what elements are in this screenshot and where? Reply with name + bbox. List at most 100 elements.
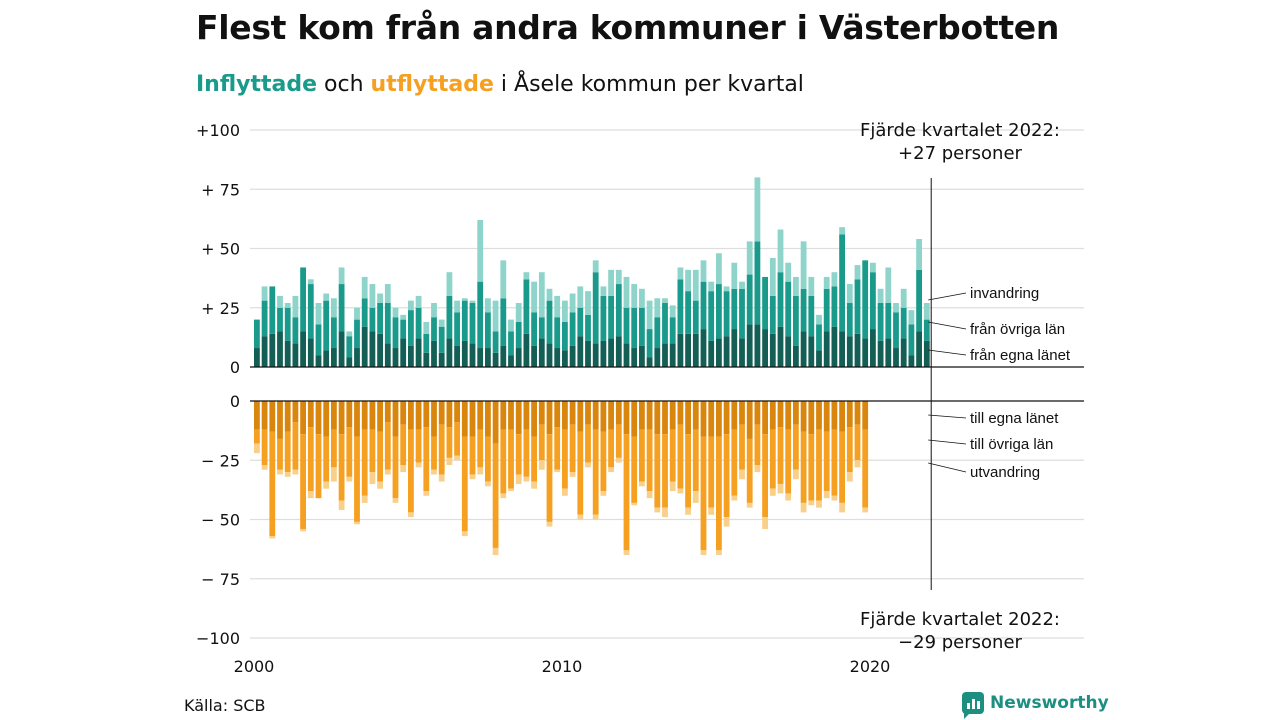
inflow-bar-other-counties: [816, 324, 822, 351]
inflow-bar-other-counties: [885, 303, 892, 339]
outflow-bar-emigration: [307, 491, 314, 499]
outflow-bar-emigration: [685, 507, 691, 515]
annotation-top-line2: +27 personer: [898, 143, 1022, 164]
outflow-bar-own-county: [377, 401, 383, 432]
series-leader-line: [928, 439, 967, 445]
outflow-bar-emigration: [331, 467, 337, 482]
outflow-bar-emigration: [554, 469, 561, 473]
inflow-bar-other-counties: [323, 300, 330, 351]
outflow-bar-other-counties: [800, 431, 807, 503]
inflow-bar-own-county: [254, 348, 260, 367]
outflow-bar-other-counties: [554, 427, 561, 470]
outflow-bar-own-county: [662, 401, 668, 435]
outflow-bar-own-county: [392, 401, 399, 437]
inflow-bar-immigration: [469, 300, 476, 304]
inflow-bar-own-county: [500, 345, 507, 367]
inflow-bar-immigration: [754, 177, 761, 242]
inflow-bar-other-counties: [408, 310, 414, 346]
outflow-bar-emigration: [515, 474, 522, 484]
outflow-bar-other-counties: [485, 436, 491, 482]
inflow-bar-own-county: [277, 331, 283, 367]
outflow-bar-own-county: [785, 401, 792, 430]
outflow-bar-own-county: [577, 401, 584, 432]
inflow-bar-other-counties: [431, 317, 437, 341]
inflow-bar-other-counties: [777, 272, 784, 327]
outflow-bar-emigration: [754, 464, 761, 473]
inflow-bar-own-county: [639, 345, 645, 367]
inflow-bar-own-county: [677, 333, 684, 367]
inflow-bar-own-county: [923, 340, 930, 367]
x-tick-label: 2010: [542, 657, 583, 676]
outflow-bar-other-counties: [754, 424, 761, 465]
inflow-bar-immigration: [746, 241, 753, 275]
inflow-bar-immigration: [900, 288, 907, 308]
inflow-bar-own-county: [585, 340, 591, 367]
inflow-bar-immigration: [431, 303, 437, 318]
outflow-bar-other-counties: [769, 429, 776, 489]
outflow-bar-emigration: [377, 481, 383, 489]
inflow-bar-own-county: [870, 329, 876, 367]
outflow-bar-other-counties: [708, 436, 715, 508]
outflow-bar-own-county: [354, 401, 360, 437]
series-label-outflow: utvandring: [970, 464, 1040, 481]
inflow-bar-own-county: [300, 331, 306, 367]
outflow-bar-other-counties: [608, 429, 614, 468]
outflow-bar-own-county: [269, 401, 276, 432]
outflow-bar-emigration: [816, 500, 822, 508]
outflow-bar-own-county: [862, 401, 869, 430]
outflow-bar-own-county: [685, 401, 691, 435]
inflow-bar-immigration: [261, 286, 268, 301]
outflow-bar-own-county: [831, 401, 838, 430]
outflow-bar-own-county: [438, 401, 445, 425]
outflow-bar-own-county: [654, 401, 661, 435]
outflow-bar-own-county: [307, 401, 314, 428]
inflow-bar-immigration: [485, 298, 491, 313]
inflow-bar-immigration: [323, 293, 330, 301]
inflow-bar-own-county: [808, 336, 815, 367]
outflow-bar-emigration: [777, 483, 784, 494]
outflow-bar-emigration: [662, 507, 668, 518]
inflow-bar-immigration: [284, 303, 291, 308]
outflow-bar-emigration: [639, 481, 645, 487]
inflow-bar-other-counties: [415, 307, 422, 339]
outflow-bar-own-county: [777, 401, 784, 428]
inflow-bar-own-county: [469, 343, 476, 367]
outflow-bar-emigration: [762, 517, 768, 529]
outflow-bar-emigration: [769, 488, 776, 496]
outflow-bar-other-counties: [854, 424, 861, 461]
outflow-bar-other-counties: [461, 436, 468, 532]
inflow-bar-other-counties: [569, 312, 576, 346]
inflow-bar-other-counties: [446, 295, 453, 339]
inflow-bar-immigration: [277, 295, 283, 308]
outflow-bar-own-county: [469, 401, 476, 437]
outflow-bar-other-counties: [500, 429, 507, 494]
series-leader-line: [928, 414, 967, 419]
outflow-bar-own-county: [431, 401, 437, 437]
outflow-bar-own-county: [700, 401, 707, 437]
outflow-bar-own-county: [461, 401, 468, 437]
annotation-top-line1: Fjärde kvartalet 2022:: [860, 120, 1060, 141]
inflow-bar-immigration: [685, 269, 691, 292]
outflow-bar-emigration: [446, 457, 453, 465]
y-tick-label-top: +100: [196, 121, 240, 140]
outflow-bar-other-counties: [600, 431, 607, 492]
inflow-bar-other-counties: [692, 300, 699, 334]
inflow-bar-own-county: [546, 343, 553, 367]
outflow-bar-emigration: [338, 500, 345, 511]
inflow-bar-other-counties: [577, 307, 584, 337]
outflow-bar-emigration: [654, 507, 661, 513]
inflow-bar-other-counties: [877, 303, 884, 341]
outflow-bar-other-counties: [677, 424, 684, 489]
outflow-bar-other-counties: [400, 424, 407, 465]
outflow-bar-emigration: [400, 464, 407, 473]
series-leader-line: [928, 349, 967, 356]
outflow-bar-other-counties: [307, 427, 314, 492]
inflow-bar-other-counties: [893, 312, 899, 349]
outflow-bar-own-county: [515, 401, 522, 435]
inflow-bar-own-county: [454, 345, 460, 367]
inflow-bar-other-counties: [284, 307, 291, 341]
inflow-bar-own-county: [508, 355, 514, 367]
outflow-bar-own-county: [338, 401, 345, 435]
inflow-bar-immigration: [600, 286, 607, 296]
outflow-bar-own-county: [523, 401, 530, 430]
